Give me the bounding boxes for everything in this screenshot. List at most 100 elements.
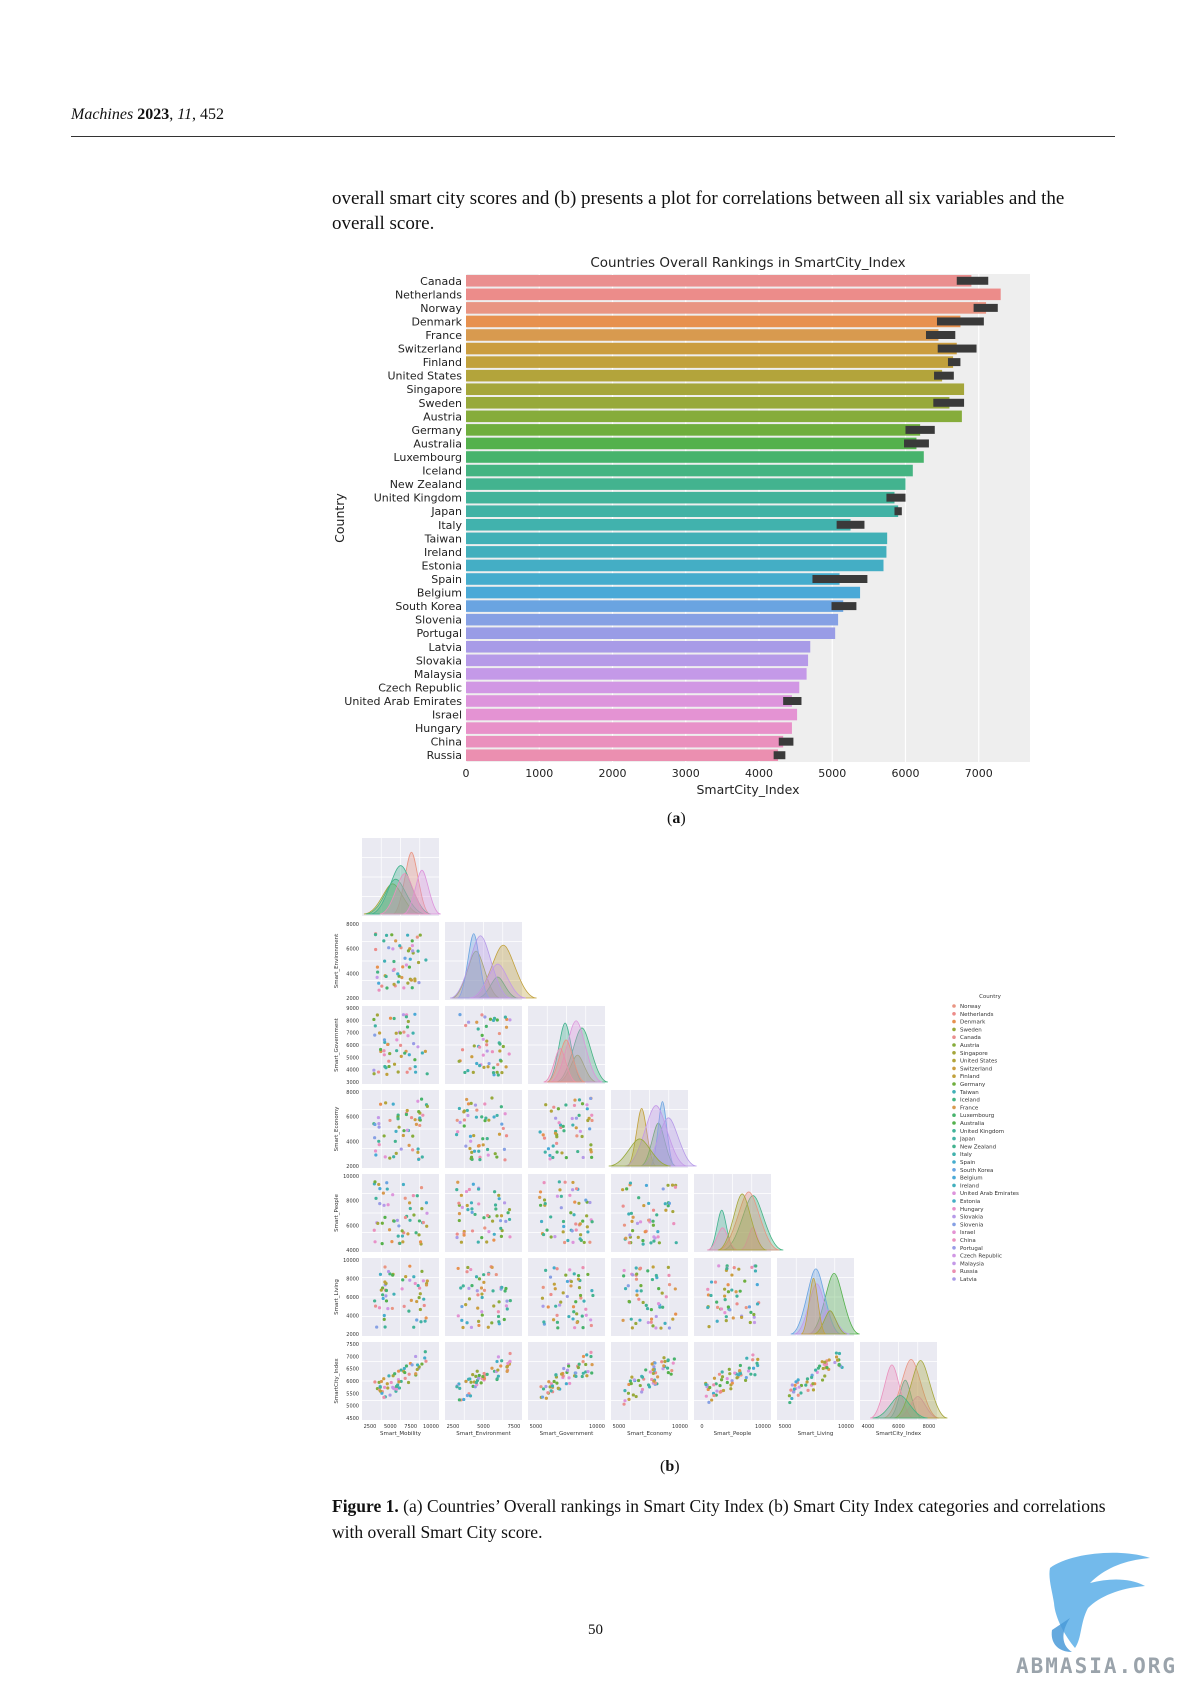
scatter-point [627, 1241, 631, 1245]
scatter-point [723, 1287, 727, 1291]
scatter-point [465, 1203, 469, 1208]
scatter-point [622, 1402, 626, 1406]
bar [466, 654, 809, 667]
scatter-point [651, 1219, 655, 1223]
scatter-point [622, 1223, 627, 1227]
scatter-point [393, 1139, 397, 1143]
scatter-point [666, 1370, 670, 1375]
row-axis-label: Smart_People [334, 1194, 340, 1232]
scatter-point [664, 1295, 668, 1299]
scatter-point [479, 1381, 483, 1385]
y-tick-label: South Korea [395, 600, 462, 613]
scatter-point [404, 1015, 408, 1019]
scatter-point [414, 1231, 418, 1235]
scatter-point [576, 1273, 581, 1278]
kde-curve [546, 1039, 586, 1083]
scatter-point [559, 1206, 563, 1210]
y-tick-label: Slovakia [416, 654, 462, 667]
scatter-point [630, 1326, 634, 1330]
scatter-point [833, 1360, 837, 1365]
scatter-point [638, 1266, 643, 1270]
scatter-point [708, 1385, 712, 1390]
article-number: 452 [200, 106, 225, 123]
scatter-point [667, 1201, 672, 1206]
scatter-point [383, 1215, 387, 1219]
scatter-point [628, 1181, 633, 1185]
y-tick-label: Netherlands [395, 288, 462, 301]
scatter-point [411, 949, 415, 953]
y-tick-label: Denmark [411, 315, 462, 328]
scatter-point [470, 1150, 474, 1155]
legend-marker [952, 1183, 956, 1188]
scatter-point [654, 1314, 658, 1319]
scatter-point [470, 1210, 474, 1214]
scatter-point [496, 1073, 500, 1077]
scatter-point [480, 1292, 484, 1296]
scatter-point [644, 1368, 648, 1372]
scatter-point [641, 1300, 645, 1305]
scatter-point [377, 1031, 382, 1035]
scatter-point [391, 1385, 395, 1389]
scatter-point [730, 1288, 734, 1292]
scatter-point [621, 1204, 625, 1208]
error-bar [831, 602, 857, 611]
scatter-point [834, 1351, 838, 1355]
scatter-point [563, 1180, 567, 1184]
scatter-point [631, 1273, 635, 1277]
scatter-point [630, 1375, 634, 1379]
scatter-point [401, 1182, 406, 1187]
scatter-point [460, 1318, 464, 1322]
scatter-point [553, 1235, 557, 1239]
scatter-point [380, 1293, 385, 1297]
scatter-point [400, 1229, 404, 1233]
scatter-point [411, 1194, 415, 1198]
scatter-point [811, 1382, 815, 1386]
scatter-point [464, 1379, 468, 1383]
row-tick-label: 8000 [346, 1018, 359, 1024]
legend-marker [952, 1144, 956, 1149]
scatter-point [568, 1268, 572, 1272]
scatter-point [395, 1218, 399, 1222]
scatter-point [455, 1235, 459, 1240]
scatter-point [580, 1102, 585, 1106]
kde-curve [451, 950, 501, 999]
legend-entry: Luxembourg [960, 1113, 994, 1119]
scatter-point [799, 1391, 803, 1395]
scatter-point [725, 1264, 729, 1268]
scatter-point [483, 1226, 487, 1230]
scatter-point [643, 1230, 647, 1234]
row-tick-label: 5500 [346, 1391, 359, 1397]
col-axis-label: Smart_Living [798, 1431, 834, 1437]
scatter-point [464, 1023, 468, 1028]
scatter-point [726, 1283, 730, 1287]
scatter-point [483, 1119, 487, 1123]
col-tick-label: 8000 [923, 1424, 936, 1430]
scatter-point [497, 1320, 501, 1324]
scatter-point [388, 1016, 393, 1020]
scatter-point [466, 1208, 470, 1212]
scatter-point [413, 1118, 417, 1122]
scatter-point [575, 1312, 579, 1316]
legend-entry: Canada [960, 1035, 981, 1041]
scatter-point [382, 1049, 386, 1053]
scatter-point [573, 1326, 577, 1330]
scatter-point [477, 1323, 481, 1328]
scatter-point [410, 944, 414, 948]
scatter-point [382, 1395, 386, 1399]
y-tick-label: Italy [438, 519, 462, 532]
scatter-point [720, 1375, 725, 1379]
bird-logo-icon [1049, 1552, 1150, 1648]
scatter-point [541, 1304, 545, 1308]
scatter-point [392, 1062, 397, 1066]
bar [466, 613, 839, 626]
error-bar [783, 697, 802, 705]
scatter-point [384, 974, 388, 979]
scatter-point [411, 1148, 415, 1152]
error-bar [886, 493, 906, 502]
scatter-point [554, 1304, 558, 1308]
scatter-point [627, 1212, 631, 1216]
scatter-point [754, 1264, 758, 1268]
scatter-point [651, 1223, 655, 1227]
scatter-point [506, 1211, 510, 1215]
scatter-point [394, 1151, 398, 1155]
